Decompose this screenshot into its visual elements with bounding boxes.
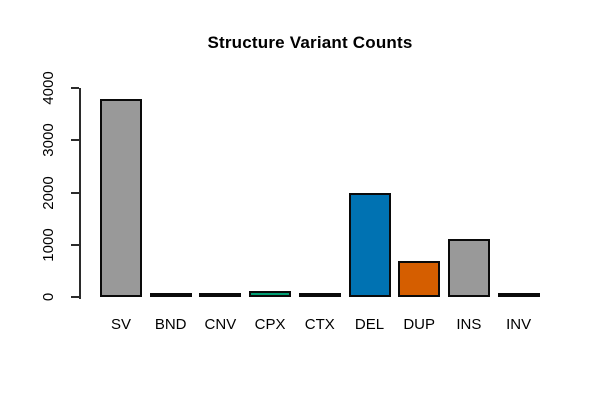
bar-sv	[100, 99, 142, 297]
y-tick-mark	[71, 243, 79, 246]
bar-bnd	[149, 293, 192, 297]
bar-cnv	[199, 293, 242, 297]
x-category-label-del: DEL	[354, 316, 385, 333]
bar-ins	[447, 239, 490, 297]
y-tick-mark	[71, 139, 79, 142]
chart-title: Structure Variant Counts	[207, 33, 413, 52]
bar-ctx	[298, 293, 341, 297]
y-tick-label: 4000	[40, 71, 57, 105]
x-category-label-inv: INV	[506, 316, 532, 333]
y-tick-mark	[71, 191, 79, 194]
bar-dup	[398, 261, 441, 297]
x-category-label-bnd: BND	[154, 316, 187, 333]
bar-cpx	[249, 291, 292, 297]
x-category-label-sv: SV	[110, 316, 131, 333]
x-category-label-dup: DUP	[403, 316, 436, 333]
bar-inv	[497, 293, 540, 297]
y-tick-mark	[71, 87, 79, 89]
y-tick-mark	[71, 296, 79, 298]
x-category-label-cnv: CNV	[204, 316, 237, 333]
x-category-label-ctx: CTX	[304, 316, 335, 333]
x-category-label-cpx: CPX	[254, 316, 286, 333]
bar-del	[348, 193, 391, 297]
x-category-label-ins: INS	[456, 316, 482, 333]
y-axis-line	[79, 88, 81, 299]
